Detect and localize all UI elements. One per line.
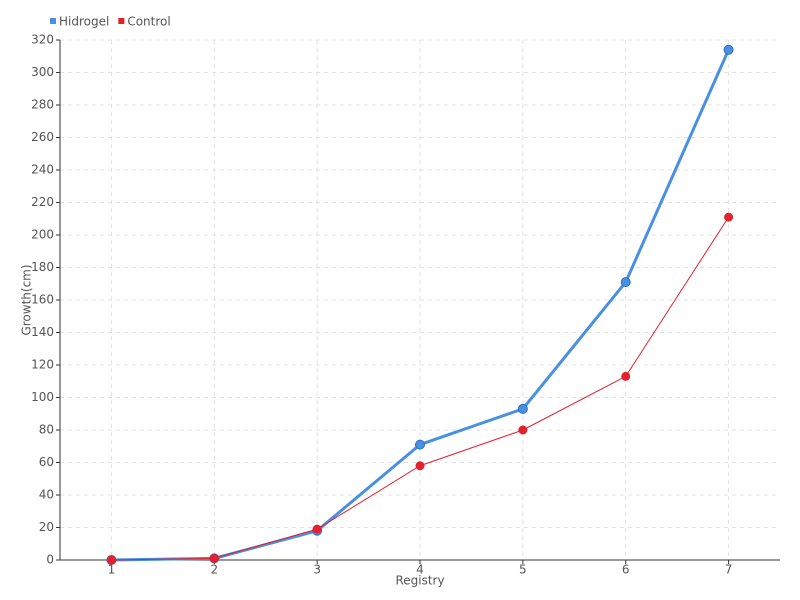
point	[621, 371, 631, 381]
y-tick-label: 300	[31, 65, 54, 79]
point	[209, 553, 219, 563]
point	[312, 524, 322, 534]
point	[517, 403, 528, 414]
point	[415, 461, 425, 471]
point	[106, 555, 116, 565]
point	[620, 277, 631, 288]
x-tick-label: 5	[519, 563, 527, 577]
y-tick-label: 60	[39, 455, 54, 469]
x-tick-label: 1	[108, 563, 116, 577]
y-tick-label: 220	[31, 195, 54, 209]
y-tick-label: 280	[31, 98, 54, 112]
y-tick-label: 180	[31, 260, 54, 274]
x-tick-label: 4	[416, 563, 424, 577]
point	[415, 439, 425, 450]
x-tick-label: 3	[313, 563, 321, 577]
y-tick-label: 140	[31, 325, 54, 339]
y-tick-label: 0	[46, 553, 54, 567]
y-axis-label: Growth(cm)	[20, 264, 34, 335]
y-tick-label: 160	[31, 293, 54, 307]
y-tick-label: 20	[39, 520, 54, 534]
legend-label: Control	[127, 15, 170, 29]
x-axis-label: Registry	[395, 574, 444, 588]
y-tick-label: 260	[31, 130, 54, 144]
legend-swatch	[50, 18, 56, 24]
y-tick-label: 320	[31, 33, 54, 47]
legend-label: Hidrogel	[59, 15, 109, 29]
x-tick-label: 7	[725, 563, 733, 577]
point	[724, 212, 734, 222]
x-tick-label: 6	[622, 563, 630, 577]
legend-swatch	[118, 18, 125, 24]
point	[518, 425, 528, 435]
y-tick-label: 120	[31, 358, 54, 372]
point	[723, 44, 734, 55]
y-tick-label: 80	[39, 423, 54, 437]
y-tick-label: 40	[39, 488, 54, 502]
x-tick-label: 2	[210, 563, 218, 577]
series-line	[111, 216, 729, 561]
y-tick-label: 240	[31, 163, 54, 177]
y-tick-label: 100	[31, 390, 54, 404]
y-tick-label: 200	[31, 228, 54, 242]
